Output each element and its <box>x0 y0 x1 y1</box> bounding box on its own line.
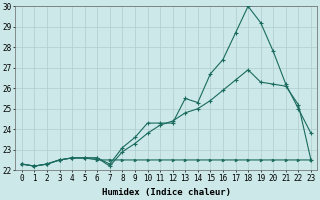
X-axis label: Humidex (Indice chaleur): Humidex (Indice chaleur) <box>102 188 231 197</box>
